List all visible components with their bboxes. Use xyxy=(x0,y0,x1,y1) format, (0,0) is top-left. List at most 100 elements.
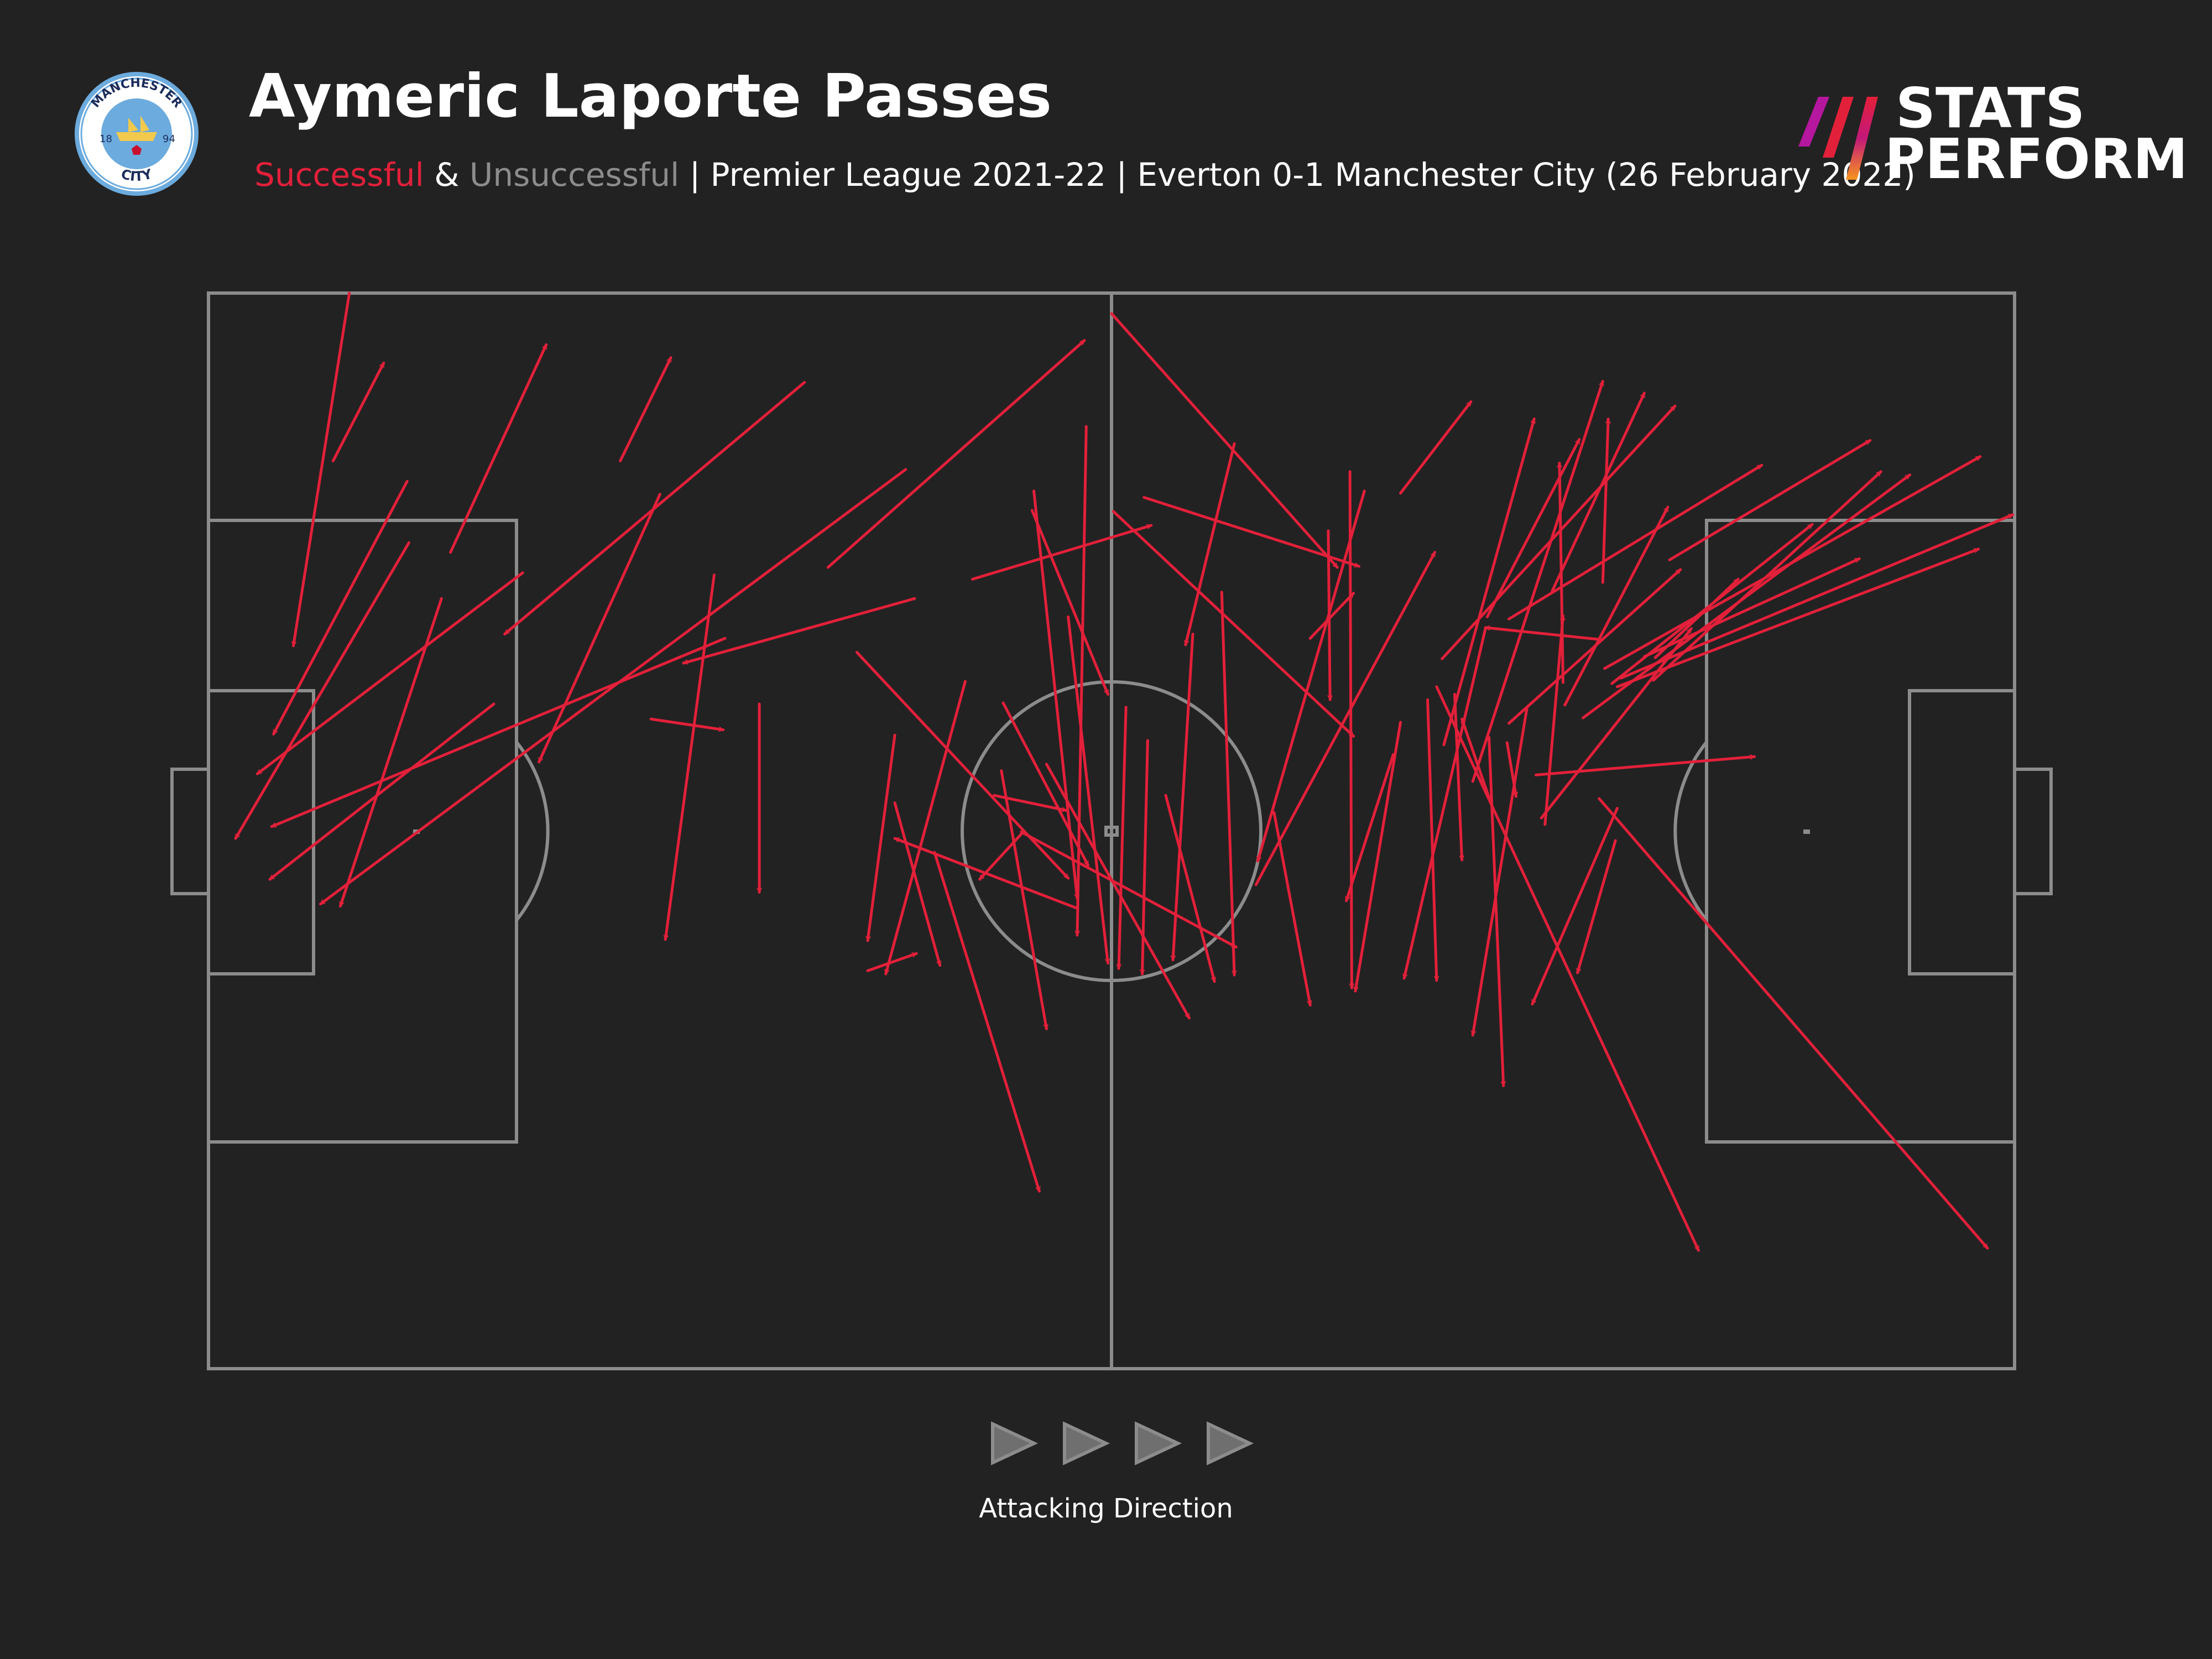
pass-arrow xyxy=(1543,614,1563,826)
pass-arrow xyxy=(1254,551,1437,886)
pass-arrow xyxy=(855,651,1070,880)
pass-arrow xyxy=(866,952,918,972)
right-penalty-spot xyxy=(1803,830,1810,834)
pass-arrow xyxy=(1272,811,1310,1007)
pass-arrow xyxy=(1668,439,1872,561)
pass-arrow xyxy=(1601,418,1608,584)
pass-arrow xyxy=(1551,392,1646,593)
pass-arrow xyxy=(649,717,725,729)
pass-arrow xyxy=(1399,400,1473,495)
pass-arrow xyxy=(331,361,385,462)
pass-arrow xyxy=(1112,510,1355,738)
pass-arrow xyxy=(1067,615,1108,965)
pass-arrow xyxy=(682,597,916,663)
pass-arrow xyxy=(272,479,409,735)
pass-arrow xyxy=(1653,577,1740,659)
pass-arrow xyxy=(1535,757,1756,776)
pass-arrow xyxy=(1559,461,1564,684)
pass-arrow xyxy=(1563,505,1670,707)
pass-arrow xyxy=(1404,627,1487,980)
centre-spot xyxy=(1104,826,1119,837)
pass-arrow xyxy=(1258,489,1366,863)
attacking-direction-arrows xyxy=(991,1421,1254,1465)
badge-ship-icon xyxy=(116,116,157,141)
pass-arrow xyxy=(268,702,495,881)
pass-arrow xyxy=(1505,741,1516,798)
badge-year-right: 94 xyxy=(163,133,175,145)
right-penalty-area xyxy=(1705,519,2016,1144)
match-info: | Premier League 2021-22 | Everton 0-1 M… xyxy=(679,156,1916,194)
club-badge: MANCHESTER CITY 18 94 xyxy=(75,72,199,196)
pass-arrow xyxy=(868,733,896,942)
pass-arrow xyxy=(1507,568,1682,725)
pass-arrow xyxy=(1531,807,1619,1006)
pass-arrow xyxy=(1603,455,1982,670)
pass-arrows xyxy=(234,291,2015,1252)
pass-arrow xyxy=(886,680,967,975)
direction-arrow-icon xyxy=(1135,1421,1182,1465)
centre-circle xyxy=(961,680,1262,982)
pass-arrow xyxy=(319,468,907,906)
pass-arrow xyxy=(1507,463,1764,620)
pass-arrow xyxy=(1030,509,1109,696)
pass-arrow xyxy=(1471,379,1604,783)
pass-arrow xyxy=(1426,698,1437,982)
pass-arrow xyxy=(1355,721,1402,993)
legend-successful: Successful xyxy=(254,156,424,194)
pass-arrow xyxy=(1032,489,1077,900)
pass-arrow xyxy=(538,493,661,764)
right-penalty-arc xyxy=(1673,741,1708,921)
pass-arrow xyxy=(1441,404,1677,660)
badge-rose-icon xyxy=(132,145,142,155)
pass-arrow xyxy=(971,525,1153,581)
left-penalty-arc xyxy=(515,741,550,921)
pass-arrow xyxy=(1045,763,1191,1020)
pitch-markings xyxy=(170,291,2053,1370)
pass-arrow xyxy=(1119,706,1128,970)
pass-arrow xyxy=(234,541,411,840)
pass-arrow xyxy=(978,832,1023,881)
pass-arrow xyxy=(1485,438,1581,618)
direction-arrow-icon xyxy=(1063,1421,1110,1465)
pass-arrow xyxy=(1142,739,1149,975)
stats-perform-logo: STATS PERFORM xyxy=(1885,76,2188,187)
pass-arrow xyxy=(1308,592,1355,640)
chart-title: Aymeric Laporte Passes xyxy=(249,62,1052,131)
pass-arrow xyxy=(255,571,524,775)
pass-arrow xyxy=(1598,797,1989,1250)
pass-arrow xyxy=(1186,442,1236,646)
attacking-direction-label: Attacking Direction xyxy=(979,1493,1233,1524)
pass-arrow xyxy=(933,851,1039,1193)
pass-arrow xyxy=(1473,707,1528,1037)
pass-arrow xyxy=(1110,312,1339,569)
pass-arrow xyxy=(826,339,1086,569)
pass-arrow xyxy=(1484,628,1601,641)
pass-arrow xyxy=(1619,513,2015,680)
logo-line-1: STATS xyxy=(1896,76,2085,140)
legend-unsuccessful: Unsuccessful xyxy=(469,156,680,194)
pass-arrow xyxy=(1488,735,1504,1087)
pass-arrow xyxy=(1435,685,1700,1252)
pass-arrow xyxy=(1000,769,1047,1030)
pass-arrow xyxy=(1327,529,1330,701)
left-goal xyxy=(170,768,210,895)
badge-year-left: 18 xyxy=(100,133,112,145)
pass-arrow xyxy=(893,801,940,967)
stats-perform-slash-icon xyxy=(1798,97,1878,180)
pass-arrow xyxy=(619,356,672,462)
pass-arrow xyxy=(1442,418,1534,747)
direction-arrow-icon xyxy=(991,1421,1039,1465)
pass-arrow xyxy=(1610,523,1814,685)
chart-subtitle: Successful & Unsuccessful | Premier Leag… xyxy=(254,156,1916,194)
pass-arrow xyxy=(1220,591,1234,977)
pass-arrow xyxy=(1652,470,1882,682)
right-six-yard-box xyxy=(1908,689,2016,975)
pass-arrow xyxy=(1164,794,1214,983)
pass-arrow xyxy=(1615,547,1980,688)
legend-ampersand: & xyxy=(424,156,469,194)
pass-arrow xyxy=(1142,496,1360,566)
pass-arrow xyxy=(1001,701,1090,867)
pass-arrow xyxy=(294,291,351,648)
pass-arrow xyxy=(270,637,727,828)
